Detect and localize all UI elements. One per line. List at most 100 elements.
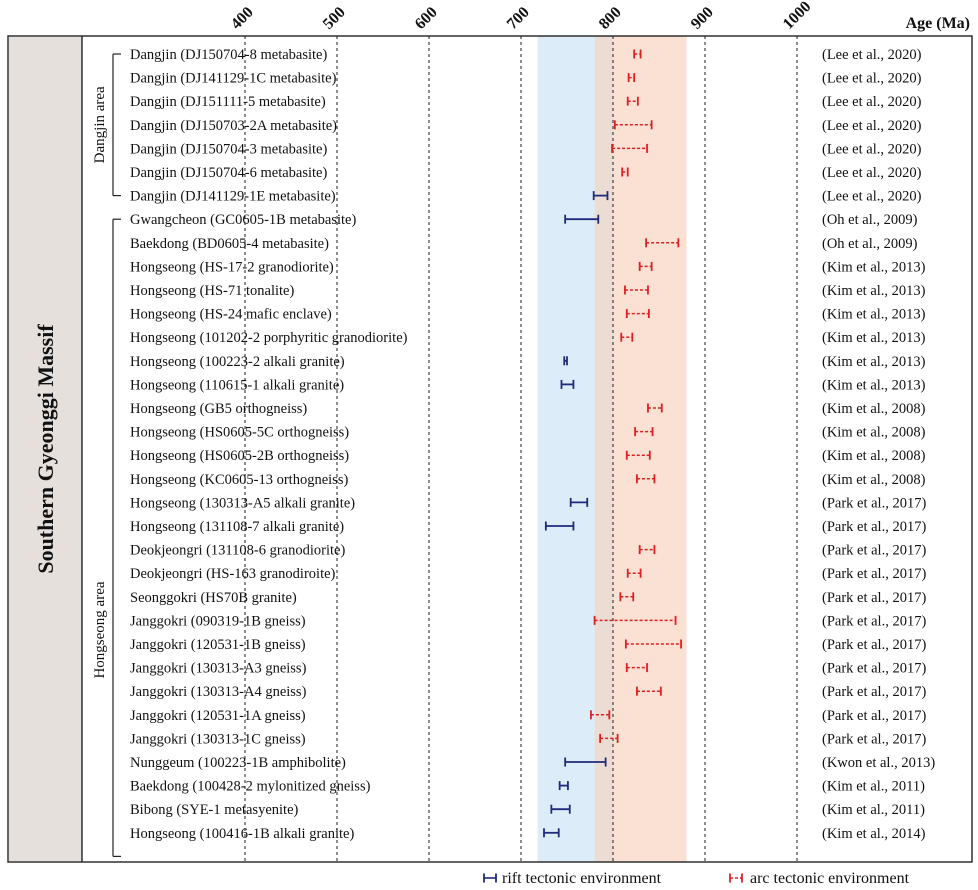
- reference-label: (Park et al., 2017): [822, 566, 926, 582]
- sample-row: Janggokri (120531-1B gneiss) (Park et al.…: [130, 637, 926, 653]
- sample-label: Hongseong (HS-71 tonalite): [130, 283, 294, 299]
- tick-label-400: 400: [228, 4, 257, 33]
- rift-age-bar: [560, 379, 575, 389]
- arc-age-bar: [625, 663, 648, 673]
- reference-label: (Kim et al., 2013): [822, 283, 926, 299]
- tick-label-500: 500: [320, 4, 349, 33]
- sample-label: Hongseong (131108-7 alkali granite): [130, 519, 344, 535]
- overlap-shaded-region: [594, 36, 613, 862]
- sample-label: Hongseong (KC0605-13 orthogneiss): [130, 472, 348, 488]
- group-label: Dangjin area: [92, 86, 108, 163]
- reference-label: (Kim et al., 2008): [822, 472, 926, 488]
- sample-label: Deokjeongri (131108-6 granodiorite): [130, 543, 345, 559]
- massif-label: Southern Gyeonggi Massif: [33, 324, 58, 574]
- sample-label: Dangjin (DJ141129-1E metabasite): [130, 189, 336, 205]
- sample-label: Bibong (SYE-1 metasyenite): [130, 802, 299, 818]
- reference-label: (Lee et al., 2020): [822, 165, 922, 181]
- arc-age-bar: [625, 450, 651, 460]
- rift-age-bar: [592, 191, 609, 201]
- sample-row: Janggokri (130313-A4 gneiss) (Park et al.…: [130, 684, 926, 700]
- reference-label: (Kim et al., 2008): [822, 425, 926, 441]
- sample-row: Hongseong (131108-7 alkali granite) (Park…: [130, 519, 926, 535]
- sample-row: Hongseong (HS-24 mafic enclave) (Kim et a…: [130, 307, 926, 323]
- arc-age-bar: [627, 73, 636, 83]
- arc-age-bar: [611, 143, 648, 153]
- tick-label-1000: 1000: [780, 0, 815, 33]
- legend-label: rift tectonic environment: [502, 870, 662, 887]
- reference-label: (Kim et al., 2013): [822, 307, 926, 323]
- sample-row: Hongseong (110615-1 alkali granite) (Kim …: [130, 377, 926, 393]
- arc-age-bar: [624, 639, 682, 649]
- sample-row: Bibong (SYE-1 metasyenite) (Kim et al., 2…: [130, 802, 925, 818]
- area-groups: Dangjin area Hongseong area: [92, 53, 121, 858]
- sample-row: Seonggokri (HS70B granite) (Park et al., …: [130, 590, 926, 606]
- sample-label: Hongseong (GB5 orthogneiss): [130, 401, 307, 417]
- sample-label: Dangjin (DJ150704-8 metabasite): [130, 47, 327, 63]
- arc-age-bar: [638, 545, 656, 555]
- reference-label: (Park et al., 2017): [822, 708, 926, 724]
- sample-row: Deokjeongri (HS-163 granodiroite) (Park e…: [130, 566, 926, 582]
- tick-label-700: 700: [504, 4, 533, 33]
- reference-label: (Park et al., 2017): [822, 637, 926, 653]
- reference-label: (Lee et al., 2020): [822, 47, 922, 63]
- tick-label-800: 800: [596, 4, 625, 33]
- sample-label: Hongseong (100416-1B alkali granite): [130, 826, 354, 842]
- sample-rows: Dangjin (DJ150704-8 metabasite) (Lee et a…: [130, 47, 935, 842]
- arc-age-bar: [620, 332, 634, 342]
- sample-row: Baekdong (BD0605-4 metabasite) (Oh et al.…: [130, 236, 918, 252]
- arc-age-bar: [590, 710, 611, 720]
- reference-label: (Kim et al., 2013): [822, 330, 926, 346]
- reference-label: (Kim et al., 2013): [822, 377, 926, 393]
- age-axis: 400 500 600 700 800 900 1000: [228, 0, 815, 33]
- sample-row: Hongseong (HS0605-2B orthogneiss) (Kim et…: [130, 448, 926, 464]
- sample-label: Nunggeum (100223-1B amphibolite): [130, 755, 346, 771]
- reference-label: (Kim et al., 2011): [822, 802, 925, 818]
- sample-row: Janggokri (120531-1A gneiss) (Park et al.…: [130, 708, 926, 724]
- sample-row: Janggokri (130313-A3 gneiss) (Park et al.…: [130, 661, 926, 677]
- reference-label: (Lee et al., 2020): [822, 71, 922, 87]
- sample-label: Janggokri (130313-A4 gneiss): [130, 684, 307, 700]
- sample-label: Hongseong (130313-A5 alkali granite): [130, 495, 355, 511]
- sample-label: Hongseong (100223-2 alkali granite): [130, 354, 345, 370]
- reference-label: (Kim et al., 2011): [822, 779, 925, 795]
- arc-age-bar: [636, 474, 656, 484]
- sample-row: Hongseong (100223-2 alkali granite) (Kim …: [130, 354, 926, 370]
- sample-row: Janggokri (090319-1B gneiss) (Park et al.…: [130, 613, 926, 629]
- sample-label: Hongseong (101202-2 porphyritic granodio…: [130, 330, 408, 346]
- reference-label: (Kim et al., 2013): [822, 354, 926, 370]
- reference-label: (Park et al., 2017): [822, 543, 926, 559]
- rift-age-bar: [563, 356, 568, 366]
- sample-label: Hongseong (HS0605-2B orthogneiss): [130, 448, 349, 464]
- sample-row: Dangjin (DJ150703-2A metabasite) (Lee et …: [130, 118, 922, 134]
- sample-label: Hongseong (HS-17-2 granodiorite): [130, 259, 334, 275]
- arc-age-bar: [621, 167, 629, 177]
- reference-label: (Lee et al., 2020): [822, 118, 922, 134]
- sample-label: Janggokri (130313-1C gneiss): [130, 731, 306, 747]
- reference-label: (Park et al., 2017): [822, 731, 926, 747]
- rift-legend-item: rift tectonic environment: [483, 870, 662, 887]
- tick-label-900: 900: [688, 4, 717, 33]
- arc-age-bar: [613, 120, 653, 130]
- sample-label: Dangjin (DJ150703-2A metabasite): [130, 118, 337, 134]
- sample-label: Baekdong (100428-2 mylonitized gneiss): [130, 779, 371, 795]
- sample-row: Nunggeum (100223-1B amphibolite) (Kwon et…: [130, 755, 935, 771]
- sample-row: Dangjin (DJ150704-3 metabasite) (Lee et a…: [130, 141, 922, 157]
- legend: rift tectonic environment arc tectonic en…: [483, 870, 910, 887]
- sample-row: Dangjin (DJ150704-6 metabasite) (Lee et a…: [130, 165, 922, 181]
- sample-row: Hongseong (HS-17-2 granodiorite) (Kim et …: [130, 259, 926, 275]
- sample-label: Janggokri (120531-1B gneiss): [130, 637, 306, 653]
- arc-age-bar: [593, 615, 677, 625]
- arc-age-bar: [624, 285, 649, 295]
- sample-row: Dangjin (DJ141129-1E metabasite) (Lee et …: [130, 189, 922, 205]
- sample-row: Baekdong (100428-2 mylonitized gneiss) (K…: [130, 779, 925, 795]
- sample-row: Hongseong (101202-2 porphyritic granodio…: [130, 330, 926, 346]
- arc-age-bar: [625, 309, 650, 319]
- tick-label-600: 600: [412, 4, 441, 33]
- rift-age-bar: [569, 497, 589, 507]
- reference-label: (Park et al., 2017): [822, 684, 926, 700]
- arc-age-bar: [626, 568, 642, 578]
- sample-row: Gwangcheon (GC0605-1B metabasite) (Oh et …: [130, 212, 918, 228]
- sample-row: Hongseong (HS0605-5C orthogneiss) (Kim et…: [130, 425, 926, 441]
- reference-label: (Park et al., 2017): [822, 519, 926, 535]
